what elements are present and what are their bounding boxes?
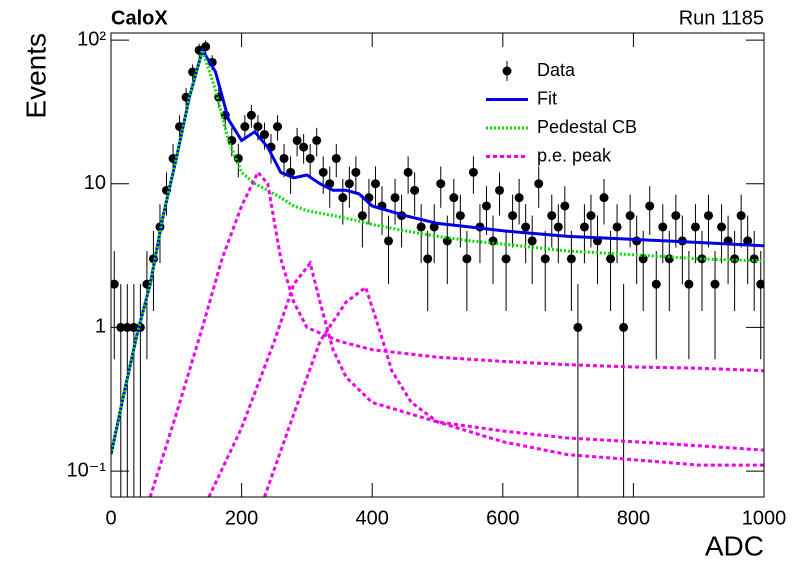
data-point — [612, 222, 622, 232]
data-point — [625, 211, 635, 221]
data-point — [468, 167, 478, 177]
y-tick-label: 1 — [95, 316, 106, 338]
data-point — [495, 185, 505, 195]
data-point — [521, 222, 531, 232]
data-point — [292, 135, 302, 145]
data-point — [560, 201, 570, 211]
data-point — [651, 279, 661, 289]
data-point — [259, 130, 269, 140]
legend-label: Fit — [537, 88, 557, 108]
data-point — [658, 222, 668, 232]
data-point — [423, 254, 433, 264]
data-point — [664, 254, 674, 264]
data-point — [279, 153, 289, 163]
data-point — [299, 142, 309, 152]
data-point — [462, 254, 472, 264]
curve — [207, 259, 764, 497]
data-point — [233, 153, 243, 163]
data-point — [410, 185, 420, 195]
y-tick-label: 10⁻¹ — [67, 459, 107, 481]
data-point — [671, 211, 681, 221]
data-point — [730, 254, 740, 264]
curve — [263, 284, 764, 497]
data-point — [370, 179, 380, 189]
data-point — [344, 179, 354, 189]
curve — [111, 45, 764, 456]
data-point — [351, 167, 361, 177]
data-point — [534, 179, 544, 189]
data-point — [449, 193, 459, 203]
legend-marker — [502, 66, 512, 76]
data-point — [312, 135, 322, 145]
data-point — [619, 322, 629, 332]
data-point — [455, 211, 465, 221]
x-tick-label: 600 — [486, 507, 519, 529]
x-tick-label: 200 — [225, 507, 258, 529]
data-point — [566, 254, 576, 264]
data-point — [246, 110, 256, 120]
data-point — [129, 322, 139, 332]
y-tick-label: 10² — [77, 28, 106, 50]
data-point — [111, 279, 119, 289]
y-axis-label: Events — [20, 33, 51, 119]
data-point — [508, 211, 518, 221]
data-point — [573, 322, 583, 332]
curve — [148, 169, 764, 497]
data-point — [717, 222, 727, 232]
y-tick-label: 10 — [84, 172, 106, 194]
data-point — [756, 279, 764, 289]
x-axis-label: ADC — [705, 530, 764, 561]
x-tick-label: 1000 — [742, 507, 787, 529]
data-point — [227, 135, 237, 145]
x-tick-label: 0 — [105, 507, 116, 529]
data-point — [429, 222, 439, 232]
data-point — [357, 211, 367, 221]
data-point — [318, 167, 328, 177]
data-point — [273, 122, 283, 132]
data-point — [599, 193, 609, 203]
data-point — [436, 179, 446, 189]
run-label: Run 1185 — [679, 7, 764, 29]
data-point — [743, 236, 753, 246]
data-point — [481, 201, 491, 211]
data-point — [338, 193, 348, 203]
data-point — [514, 193, 524, 203]
data-point — [416, 222, 426, 232]
plot-area — [111, 40, 764, 497]
data-point — [501, 254, 511, 264]
data-point — [703, 211, 713, 221]
data-point — [305, 153, 315, 163]
x-tick-label: 800 — [617, 507, 650, 529]
data-point — [201, 42, 211, 52]
data-point — [488, 236, 498, 246]
legend-label: Pedestal CB — [537, 117, 637, 137]
x-tick-label: 400 — [356, 507, 389, 529]
data-point — [579, 222, 589, 232]
data-point — [390, 193, 400, 203]
data-point — [684, 279, 694, 289]
data-point — [710, 279, 720, 289]
frame — [110, 32, 765, 498]
data-point — [553, 222, 563, 232]
data-point — [606, 254, 616, 264]
legend-label: Data — [537, 60, 576, 80]
data-point — [690, 222, 700, 232]
data-point — [527, 236, 537, 246]
data-point — [331, 153, 341, 163]
legend-label: p.e. peak — [537, 145, 612, 165]
data-point — [403, 167, 413, 177]
data-point — [540, 254, 550, 264]
data-point — [547, 211, 557, 221]
data-point — [697, 254, 707, 264]
data-point — [645, 201, 655, 211]
chart-title: CaloX — [111, 7, 168, 29]
data-point — [384, 236, 394, 246]
data-point — [240, 122, 250, 132]
data-point — [253, 122, 263, 132]
data-point — [586, 211, 596, 221]
data-point — [736, 211, 746, 221]
